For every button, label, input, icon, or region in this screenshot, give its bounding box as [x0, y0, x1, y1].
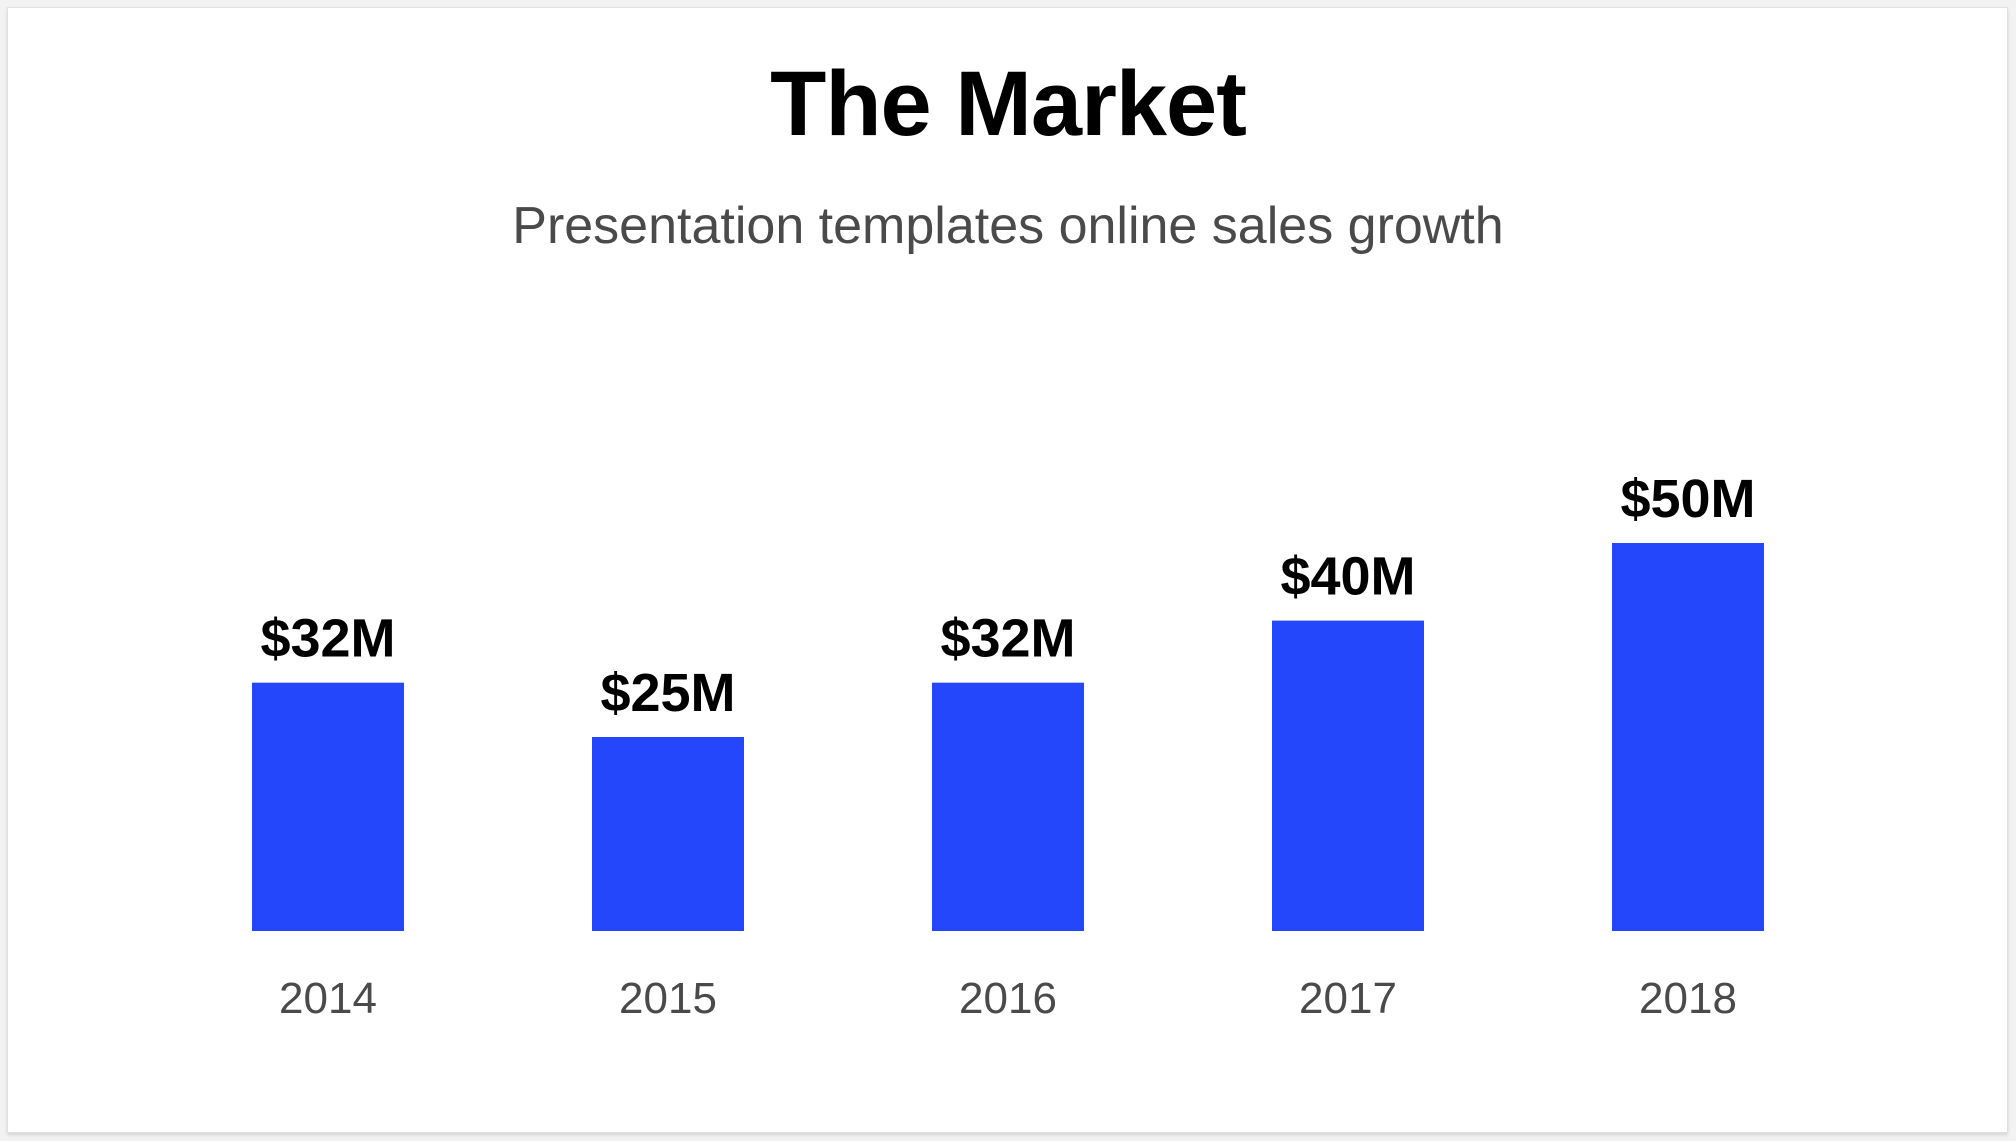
bar-2014 — [252, 682, 404, 931]
x-tick-label: 2018 — [1639, 974, 1737, 1023]
bar-2015 — [592, 737, 744, 931]
data-label: $40M — [1280, 547, 1415, 607]
bar-2017 — [1272, 620, 1424, 931]
bar-2016 — [932, 682, 1084, 931]
x-tick-label: 2016 — [959, 974, 1057, 1023]
bar-2018 — [1612, 543, 1764, 931]
data-label: $32M — [940, 609, 1075, 669]
data-label: $25M — [600, 663, 735, 723]
data-label: $32M — [260, 609, 395, 669]
data-label: $50M — [1620, 469, 1755, 529]
chart-subtitle: Presentation templates online sales grow… — [512, 197, 1504, 255]
x-tick-label: 2014 — [279, 974, 377, 1023]
x-tick-label: 2017 — [1299, 974, 1397, 1023]
chart-title: The Market — [770, 53, 1247, 155]
x-tick-label: 2015 — [619, 974, 717, 1023]
